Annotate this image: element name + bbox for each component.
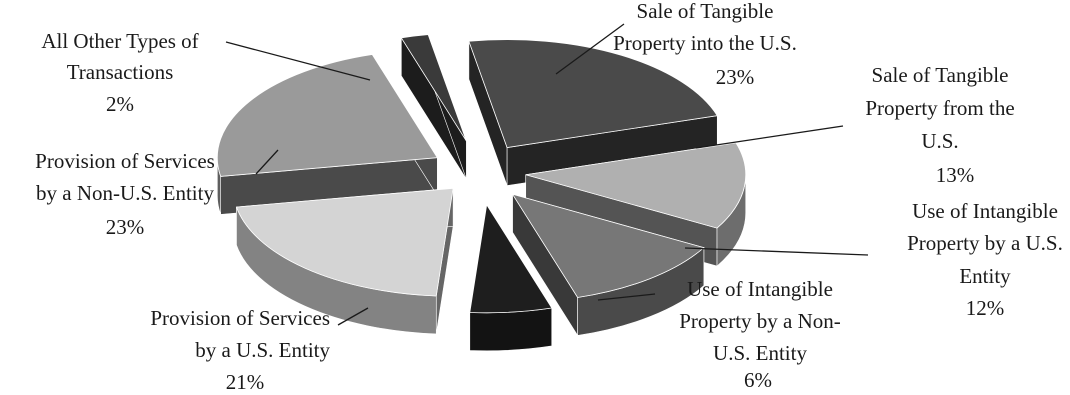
leader-line-5 (337, 307, 369, 326)
leader-line-1 (555, 23, 625, 75)
leader-lines (225, 23, 869, 326)
pie-slice-top-5 (235, 187, 454, 297)
pie-slice-top-6 (216, 54, 439, 177)
slice-label-7: All Other Types of (41, 29, 198, 53)
leader-line-3 (684, 247, 869, 256)
pie-slice-side-wall (469, 307, 553, 352)
slice-label-2: Sale of Tangible (872, 63, 1009, 87)
leader-line-7 (225, 41, 371, 81)
leader-line-2 (695, 125, 844, 149)
slice-label-5: by a U.S. Entity (195, 338, 330, 362)
slice-label-3: Entity (959, 264, 1011, 288)
slice-percent-2: 13% (936, 163, 975, 187)
slice-label-3: Use of Intangible (912, 199, 1058, 223)
slice-label-4: U.S. Entity (713, 341, 807, 365)
slice-label-3: Property by a U.S. (907, 231, 1063, 255)
slice-label-6: by a Non-U.S. Entity (36, 181, 214, 205)
pie-slices (216, 34, 747, 352)
slice-label-5: Provision of Services (150, 306, 330, 330)
slice-label-7: Transactions (67, 60, 174, 84)
pie-slice-top-3 (511, 193, 705, 298)
slice-percent-5: 21% (226, 370, 265, 394)
slice-label-1: Sale of Tangible (637, 0, 774, 23)
slice-percent-6: 23% (106, 215, 145, 239)
leader-line-4 (597, 293, 656, 301)
slice-percent-1: 23% (716, 65, 755, 89)
slice-labels: Sale of Tangible Property into the U.S. 23… (35, 0, 1063, 394)
slice-percent-3: 12% (966, 296, 1005, 320)
slice-label-1: Property into the U.S. (613, 31, 797, 55)
pie-slice-top-1 (468, 39, 718, 149)
slice-label-6: Provision of Services (35, 149, 215, 173)
slice-label-2: U.S. (921, 129, 958, 153)
pie-slice-top-4 (469, 203, 553, 314)
slice-percent-4: 6% (744, 368, 772, 392)
leader-line-6 (255, 149, 279, 175)
slice-percent-7: 2% (106, 92, 134, 116)
slice-label-4: Property by a Non- (679, 309, 841, 333)
pie-slice-top-2 (525, 142, 747, 229)
slice-label-4: Use of Intangible (687, 277, 833, 301)
slice-label-2: Property from the (865, 96, 1014, 120)
pie-slice-top-7 (400, 34, 467, 142)
